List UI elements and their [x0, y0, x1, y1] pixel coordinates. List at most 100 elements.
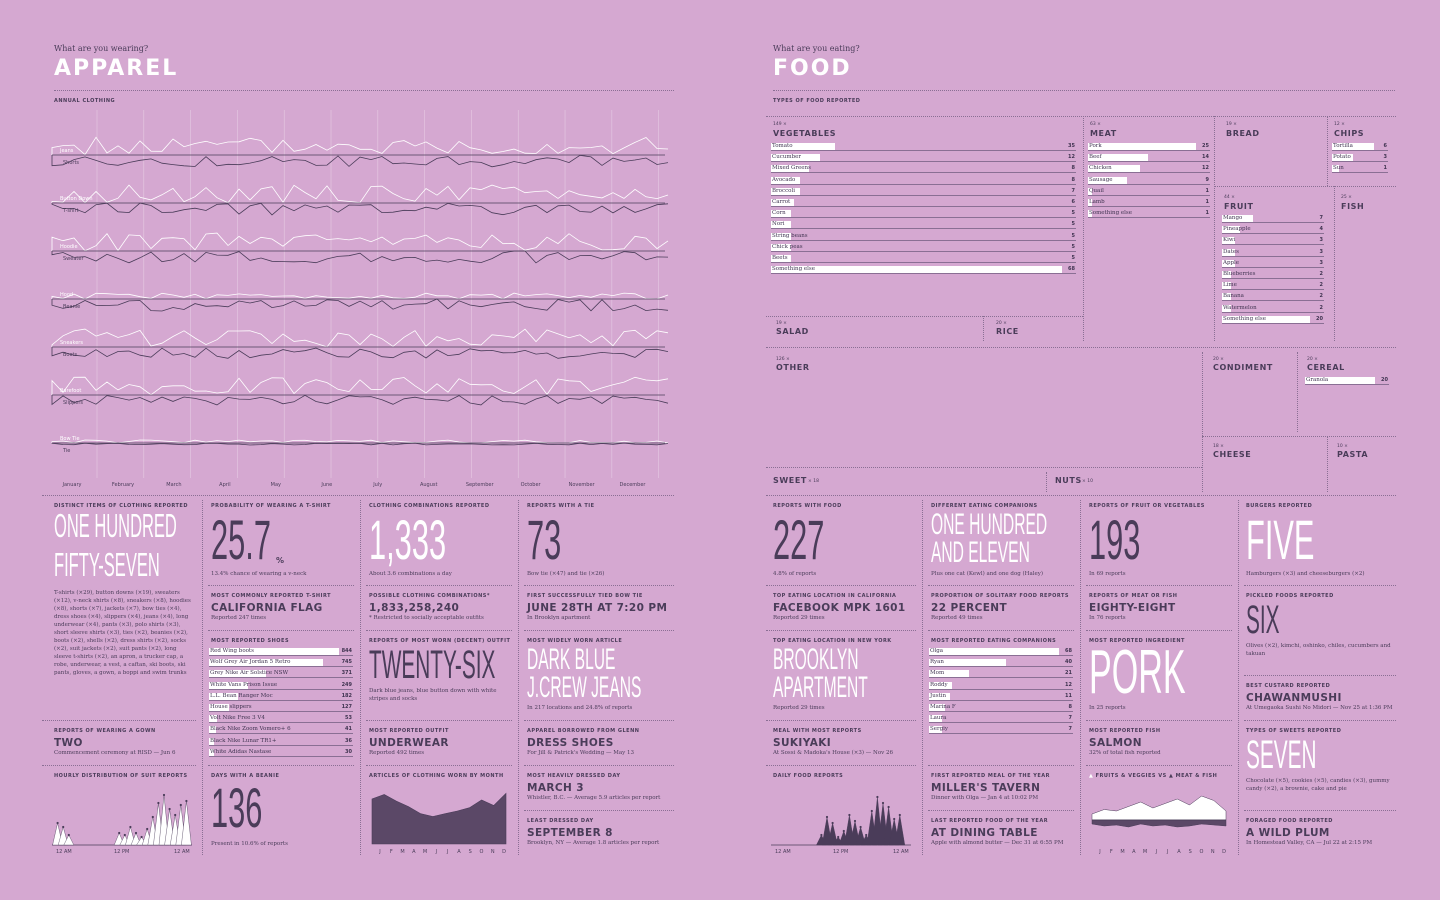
bar-value: 3: [1383, 154, 1387, 161]
bar-fill: [1222, 237, 1236, 245]
pasta-label: PASTA: [1337, 450, 1369, 459]
bar-value: 12: [1068, 154, 1075, 161]
peak-dot: [893, 817, 896, 821]
vegetables-label: VEGETABLES: [773, 129, 837, 138]
bar-value: 1: [1383, 165, 1387, 172]
divider: [766, 467, 1202, 468]
month-tick-label: M: [400, 849, 404, 855]
bar-label: Roddy: [930, 681, 948, 688]
bar-row: Lime 2: [1222, 281, 1324, 291]
series-label-top: Jeans: [59, 148, 74, 154]
bar-fill: [209, 670, 267, 678]
bar-value: 14: [1202, 154, 1209, 161]
ny-line1: BROOKLYN: [773, 643, 859, 676]
pasta-count: 10 ×: [1337, 444, 1348, 449]
divider: [366, 765, 512, 766]
meat-bar-list: Pork 25 Beef 14 Chicken 12 Sausage 9 Quail 1 Lamb 1…: [1088, 142, 1210, 222]
bread-count: 19 ×: [1226, 122, 1237, 127]
nuts-label: NUTS: [1055, 476, 1082, 485]
bar-label: Carrot: [772, 199, 791, 205]
divider: [1214, 116, 1215, 341]
divider: [42, 720, 196, 721]
peak-dot: [898, 813, 901, 817]
bar-baseline: [929, 655, 1073, 656]
bar-value: 68: [1068, 266, 1075, 273]
bar-fill: [771, 165, 809, 173]
bar-label: Blueberries: [1223, 271, 1256, 277]
month-tick-label: October: [521, 482, 542, 488]
bar-row: Nori 5: [771, 220, 1076, 230]
month-tick-label: May: [271, 482, 281, 488]
bar-value: 2: [1319, 271, 1323, 277]
tshirt-value: 25.7: [211, 508, 271, 571]
bar-label: Banana: [1223, 293, 1244, 300]
bar-label: House slippers: [210, 704, 252, 710]
bar-fill: [1088, 154, 1149, 162]
month-tick-label: November: [569, 482, 596, 488]
stat-label: PROBABILITY OF WEARING A T-SHIRT: [211, 503, 331, 509]
stat-label: MOST REPORTED SHOES: [211, 638, 290, 644]
bar-row: Sun 1: [1332, 164, 1388, 174]
month-tick-label: March: [166, 482, 181, 488]
bar-baseline: [1088, 206, 1210, 207]
rice-label: RICE: [996, 327, 1019, 336]
bar-label: Justin: [930, 692, 947, 699]
bar-baseline: [1088, 194, 1210, 196]
bar-fill: [1222, 282, 1231, 290]
peak-dot: [853, 819, 857, 823]
bar-value: 3: [1319, 248, 1323, 255]
bar-fill: [1305, 377, 1375, 384]
bar-value: 7: [1068, 726, 1072, 733]
bar-fill: [209, 715, 217, 723]
bar-row: Granola 20: [1305, 376, 1389, 385]
stat-label: MOST REPORTED EATING COMPANIONS: [931, 638, 1057, 644]
fruit-label: FRUIT: [1224, 202, 1254, 211]
peak-mark: [855, 826, 866, 846]
bar-label: Chicken: [1089, 165, 1112, 172]
divider: [1244, 810, 1396, 811]
bar-label: Ryan: [930, 659, 944, 666]
bar-value: 2: [1319, 304, 1323, 311]
month-tick-label: F: [1110, 849, 1113, 855]
bar-row: Carrot 6: [771, 198, 1076, 207]
month-tick-label: J: [435, 849, 437, 855]
fvm-legend: ▲ FRUITS & VEGGIES VS ▲ MEAT & FISH: [1089, 773, 1217, 779]
peak-dot: [876, 795, 879, 799]
stat-label: MOST REPORTED OUTFIT: [369, 728, 449, 734]
bar-value: 7: [1319, 215, 1323, 221]
peak-dot: [62, 825, 65, 829]
month-tick-label: J: [1155, 849, 1157, 855]
bar-row: Mom 21: [929, 669, 1073, 679]
bar-label: Lamb: [1089, 199, 1105, 205]
peak-dot: [881, 801, 885, 805]
lastmeal-value: AT DINING TABLE: [931, 827, 1038, 839]
daily-food-chart: 12 AM 12 PM 12 AM: [771, 795, 911, 855]
bar-fill: [1222, 226, 1240, 234]
bar-baseline: [1222, 255, 1324, 257]
bar-fill: [1088, 187, 1093, 195]
bar-baseline: [929, 677, 1073, 679]
combos-note: About 3.6 combinations a day: [369, 571, 452, 577]
divider: [1214, 186, 1396, 187]
series-label-bottom: Tie: [62, 448, 70, 454]
bar-label: Chick peas: [772, 243, 803, 250]
bar-row: Quail 1: [1088, 187, 1210, 196]
series-label-top: Bow Tie: [60, 436, 80, 442]
article-line2: J.CREW JEANS: [527, 671, 642, 704]
month-tick-label: M: [1143, 849, 1147, 855]
peak-mark: [181, 800, 192, 846]
bar-value: 25: [1202, 143, 1209, 149]
stat-label: LAST REPORTED FOOD OF THE YEAR: [931, 818, 1049, 824]
custard-note: At Umegaoka Sushi No Midori — Nov 25 at …: [1246, 705, 1393, 711]
month-tick-label: September: [466, 482, 495, 488]
bar-baseline: [771, 161, 1076, 163]
bar-value: 1: [1205, 210, 1209, 217]
bar-label: Red Wing boots: [210, 648, 254, 654]
month-tick-label: January: [62, 482, 82, 488]
bar-value: 249: [341, 681, 352, 688]
divider: [1083, 116, 1084, 341]
bar-row: Black Nike Lunar TR1+ 36: [209, 737, 353, 746]
bar-row: String beans 5: [771, 232, 1076, 241]
bar-baseline: [1305, 384, 1389, 385]
